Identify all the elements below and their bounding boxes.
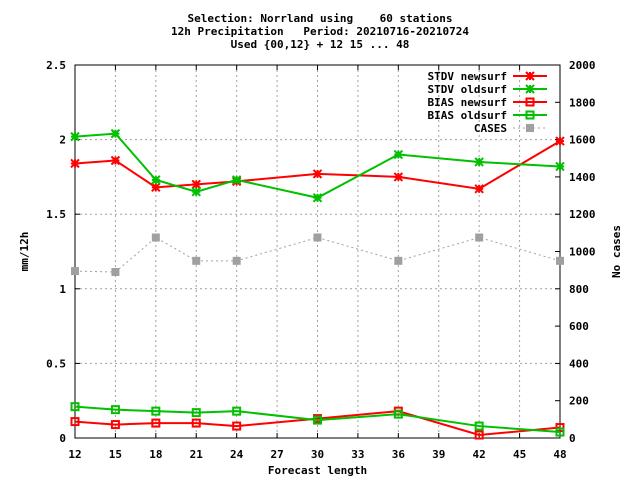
data-point bbox=[474, 421, 484, 431]
chart-title: Selection: Norrland using 60 stations12h… bbox=[171, 12, 469, 51]
series-bias-oldsurf bbox=[70, 402, 565, 437]
chart-title-line: Used {00,12} + 12 15 ... 48 bbox=[231, 38, 410, 51]
series bbox=[70, 128, 565, 440]
y2-tick-label: 1400 bbox=[569, 171, 596, 184]
legend-label: CASES bbox=[474, 122, 507, 135]
y-axis-label: mm/12h bbox=[18, 232, 31, 272]
series-bias-newsurf bbox=[70, 406, 565, 440]
data-point bbox=[192, 256, 201, 265]
data-point bbox=[475, 233, 484, 242]
legend-marker bbox=[525, 84, 535, 94]
y2-tick-label: 2000 bbox=[569, 59, 596, 72]
data-point bbox=[555, 161, 565, 172]
data-point bbox=[70, 131, 80, 142]
y-tick-label: 1 bbox=[59, 283, 66, 296]
chart-title-line: 12h Precipitation Period: 20210716-20210… bbox=[171, 25, 469, 38]
x-tick-label: 12 bbox=[68, 448, 81, 461]
legend-label: BIAS oldsurf bbox=[428, 109, 507, 122]
y-tick-label: 1.5 bbox=[46, 208, 66, 221]
data-point bbox=[191, 408, 201, 418]
legend-label: STDV newsurf bbox=[428, 70, 507, 83]
data-point bbox=[232, 406, 242, 416]
data-point bbox=[312, 193, 323, 203]
x-tick-label: 42 bbox=[473, 448, 486, 461]
x-tick-label: 36 bbox=[392, 448, 406, 461]
data-point bbox=[313, 233, 322, 242]
data-point bbox=[232, 256, 241, 265]
data-point bbox=[70, 417, 80, 427]
x-tick-label: 21 bbox=[190, 448, 204, 461]
data-point bbox=[191, 179, 201, 190]
legend-label: BIAS newsurf bbox=[428, 96, 507, 109]
data-point bbox=[110, 420, 120, 430]
data-point bbox=[110, 155, 121, 166]
data-point bbox=[71, 267, 79, 276]
chart-title-line: Selection: Norrland using 60 stations bbox=[188, 12, 453, 25]
data-point bbox=[151, 175, 161, 185]
x-tick-label: 27 bbox=[270, 448, 283, 461]
x-tick-label: 48 bbox=[553, 448, 566, 461]
x-tick-label: 45 bbox=[513, 448, 526, 461]
series-stdv-oldsurf bbox=[70, 128, 565, 203]
data-point bbox=[110, 128, 121, 139]
axis-ticks: 12 15 18 21 24 27 30 33 36 39 42 45 4800.511.522.502… bbox=[46, 59, 595, 461]
y2-tick-label: 1800 bbox=[569, 96, 596, 109]
data-point bbox=[70, 402, 80, 412]
data-point bbox=[474, 157, 484, 167]
x-tick-label: 30 bbox=[311, 448, 324, 461]
y2-tick-label: 800 bbox=[569, 283, 589, 296]
data-point bbox=[555, 427, 565, 437]
legend-label: STDV oldsurf bbox=[428, 83, 507, 96]
data-point bbox=[474, 430, 484, 440]
data-point bbox=[232, 421, 242, 431]
data-point bbox=[191, 418, 201, 428]
x-axis-label: Forecast length bbox=[268, 464, 367, 477]
x-tick-label: 24 bbox=[230, 448, 244, 461]
grid bbox=[75, 65, 560, 438]
data-point bbox=[111, 268, 120, 277]
y2-axis-label: No cases bbox=[610, 225, 623, 278]
data-point bbox=[151, 418, 161, 428]
data-point bbox=[151, 182, 161, 193]
series-line bbox=[74, 405, 561, 434]
data-point bbox=[474, 184, 484, 194]
data-point bbox=[191, 187, 201, 197]
data-point bbox=[393, 149, 404, 160]
y2-tick-label: 1600 bbox=[569, 134, 596, 147]
legend-marker bbox=[525, 110, 535, 120]
y2-tick-label: 400 bbox=[569, 357, 589, 370]
data-point bbox=[393, 409, 403, 419]
legend-marker bbox=[526, 124, 534, 132]
data-point bbox=[231, 175, 242, 185]
x-tick-label: 15 bbox=[109, 448, 122, 461]
y2-tick-label: 1000 bbox=[569, 246, 596, 259]
series-cases bbox=[71, 233, 564, 277]
data-point bbox=[393, 172, 404, 182]
x-tick-label: 18 bbox=[149, 448, 162, 461]
y-tick-label: 0 bbox=[59, 432, 66, 445]
legend-marker bbox=[525, 97, 535, 107]
y2-tick-label: 200 bbox=[569, 395, 589, 408]
y2-tick-label: 1200 bbox=[569, 208, 596, 221]
data-point bbox=[555, 136, 565, 146]
data-point bbox=[556, 256, 564, 265]
data-point bbox=[70, 158, 80, 169]
data-point bbox=[151, 233, 160, 242]
y-tick-label: 2.5 bbox=[46, 59, 66, 72]
x-tick-label: 33 bbox=[351, 448, 364, 461]
series-line bbox=[74, 410, 561, 437]
x-tick-label: 39 bbox=[432, 448, 445, 461]
data-point bbox=[312, 169, 323, 179]
y-tick-label: 0.5 bbox=[46, 357, 66, 370]
y2-tick-label: 600 bbox=[569, 320, 589, 333]
data-point bbox=[394, 256, 403, 265]
y-tick-label: 2 bbox=[59, 134, 66, 147]
y2-tick-label: 0 bbox=[569, 432, 576, 445]
data-point bbox=[313, 415, 322, 425]
data-point bbox=[110, 405, 120, 415]
data-point bbox=[151, 406, 161, 416]
legend-marker bbox=[525, 71, 535, 81]
